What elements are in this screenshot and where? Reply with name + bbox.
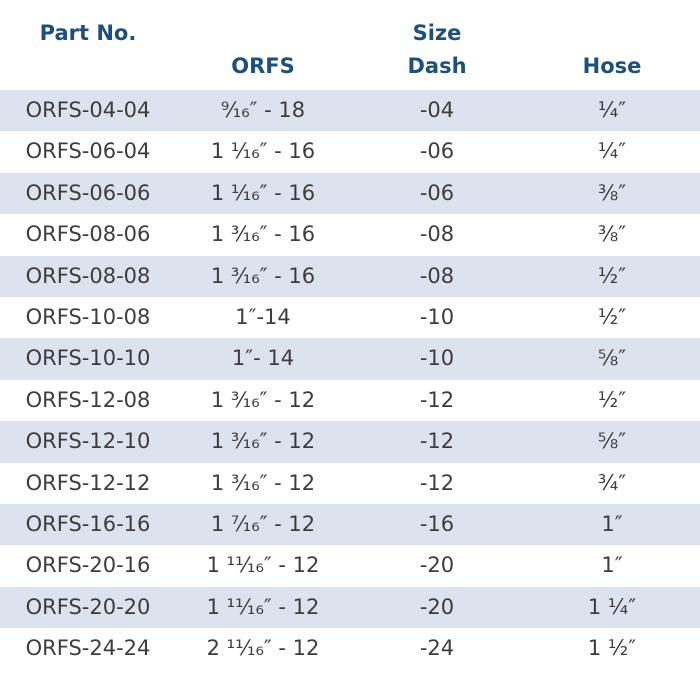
hose-size-cell: ⅜″ <box>597 180 627 205</box>
hose-size-cell: ¾″ <box>597 470 627 495</box>
table-row: ORFS-06-06 1 ¹⁄₁₆″ - 16 -06 ⅜″ <box>0 172 700 215</box>
part-number-cell: ORFS-04-04 <box>25 98 151 122</box>
orfs-thread-cell: 1 ¹¹⁄₁₆″ - 12 <box>206 553 320 578</box>
orfs-thread-cell: 1 ¹⁄₁₆″ - 16 <box>210 180 316 205</box>
table-row: ORFS-24-24 2 ¹¹⁄₁₆″ - 12 -24 1 ½″ <box>0 628 700 669</box>
column-header-dash: Dash <box>407 54 467 78</box>
part-number-cell: ORFS-20-20 <box>25 594 151 619</box>
column-header-orfs: ORFS <box>231 54 295 78</box>
part-number-cell: ORFS-10-10 <box>25 346 151 371</box>
hose-size-cell: ½″ <box>597 387 627 412</box>
orfs-thread-cell: 1″-14 <box>235 304 291 329</box>
table-row: ORFS-12-12 1 ³⁄₁₆″ - 12 -12 ¾″ <box>0 463 700 504</box>
table-row: ORFS-10-10 1″- 14 -10 ⅝″ <box>0 338 700 380</box>
hose-size-cell: 1″ <box>601 511 623 536</box>
dash-size-cell: -16 <box>419 511 455 536</box>
hose-size-cell: ¼″ <box>597 98 627 122</box>
orfs-thread-cell: 1 ³⁄₁₆″ - 12 <box>210 429 316 454</box>
table-row: ORFS-12-08 1 ³⁄₁₆″ - 12 -12 ½″ <box>0 380 700 421</box>
dash-size-cell: -24 <box>419 636 455 661</box>
hose-size-cell: ⅝″ <box>597 429 627 454</box>
dash-size-cell: -10 <box>419 346 455 371</box>
dash-size-cell: -12 <box>419 429 455 454</box>
orfs-thread-cell: 1 ³⁄₁₆″ - 16 <box>210 263 316 288</box>
dash-size-cell: -20 <box>419 553 455 578</box>
orfs-thread-cell: 1″- 14 <box>231 346 295 371</box>
dash-size-cell: -08 <box>419 263 455 288</box>
part-number-cell: ORFS-16-16 <box>25 511 151 536</box>
part-number-cell: ORFS-12-08 <box>25 387 151 412</box>
part-number-cell: ORFS-20-16 <box>25 553 151 578</box>
hose-size-cell: 1 ½″ <box>587 636 637 661</box>
dash-size-cell: -20 <box>419 594 455 619</box>
column-header-part-no: Part No. <box>39 21 137 45</box>
table-header: Part No. ORFS Size Dash Hose <box>0 0 700 90</box>
table-row: ORFS-12-10 1 ³⁄₁₆″ - 12 -12 ⅝″ <box>0 421 700 463</box>
dash-size-cell: -12 <box>419 387 455 412</box>
table-row: ORFS-16-16 1 ⁷⁄₁₆″ - 12 -16 1″ <box>0 503 700 546</box>
table-row: ORFS-20-20 1 ¹¹⁄₁₆″ - 12 -20 1 ¼″ <box>0 586 700 629</box>
hose-size-cell: 1 ¼″ <box>587 594 637 619</box>
dash-size-cell: -08 <box>419 222 455 247</box>
table-row: ORFS-08-08 1 ³⁄₁₆″ - 16 -08 ½″ <box>0 255 700 297</box>
dash-size-cell: -12 <box>419 470 455 495</box>
dash-size-cell: -06 <box>419 139 455 164</box>
table-row: ORFS-20-16 1 ¹¹⁄₁₆″ - 12 -20 1″ <box>0 545 700 586</box>
hose-size-cell: ½″ <box>597 304 627 329</box>
dash-size-cell: -10 <box>419 304 455 329</box>
part-number-cell: ORFS-12-12 <box>25 470 151 495</box>
orfs-thread-cell: 1 ⁷⁄₁₆″ - 12 <box>210 511 316 536</box>
hose-size-cell: ½″ <box>597 263 627 288</box>
orfs-thread-cell: 2 ¹¹⁄₁₆″ - 12 <box>206 636 320 661</box>
orfs-thread-cell: 1 ³⁄₁₆″ - 12 <box>210 470 316 495</box>
part-number-cell: ORFS-24-24 <box>25 636 151 661</box>
table-row: ORFS-08-06 1 ³⁄₁₆″ - 16 -08 ⅜″ <box>0 214 700 255</box>
orfs-thread-cell: 1 ³⁄₁₆″ - 12 <box>210 387 316 412</box>
orfs-thread-cell: ⁹⁄₁₆″ - 18 <box>220 98 306 122</box>
dash-size-cell: -04 <box>419 98 455 122</box>
hose-size-cell: 1″ <box>601 553 623 578</box>
table-row: ORFS-04-04 ⁹⁄₁₆″ - 18 -04 ¼″ <box>0 90 700 132</box>
part-number-cell: ORFS-06-04 <box>25 139 151 164</box>
orfs-thread-cell: 1 ¹⁄₁₆″ - 16 <box>210 139 316 164</box>
column-header-hose: Hose <box>582 54 642 78</box>
hose-size-cell: ⅜″ <box>597 222 627 247</box>
part-number-cell: ORFS-08-06 <box>25 222 151 247</box>
table-row: ORFS-10-08 1″-14 -10 ½″ <box>0 297 700 338</box>
dash-size-cell: -06 <box>419 180 455 205</box>
part-number-cell: ORFS-08-08 <box>25 263 151 288</box>
orfs-thread-cell: 1 ³⁄₁₆″ - 16 <box>210 222 316 247</box>
table-row: ORFS-06-04 1 ¹⁄₁₆″ - 16 -06 ¼″ <box>0 131 700 172</box>
column-header-size: Size <box>412 21 462 45</box>
hose-size-cell: ⅝″ <box>597 346 627 371</box>
orfs-thread-cell: 1 ¹¹⁄₁₆″ - 12 <box>206 594 320 619</box>
part-number-cell: ORFS-12-10 <box>25 429 151 454</box>
part-number-cell: ORFS-06-06 <box>25 180 151 205</box>
hose-size-cell: ¼″ <box>597 139 627 164</box>
part-number-cell: ORFS-10-08 <box>25 304 151 329</box>
